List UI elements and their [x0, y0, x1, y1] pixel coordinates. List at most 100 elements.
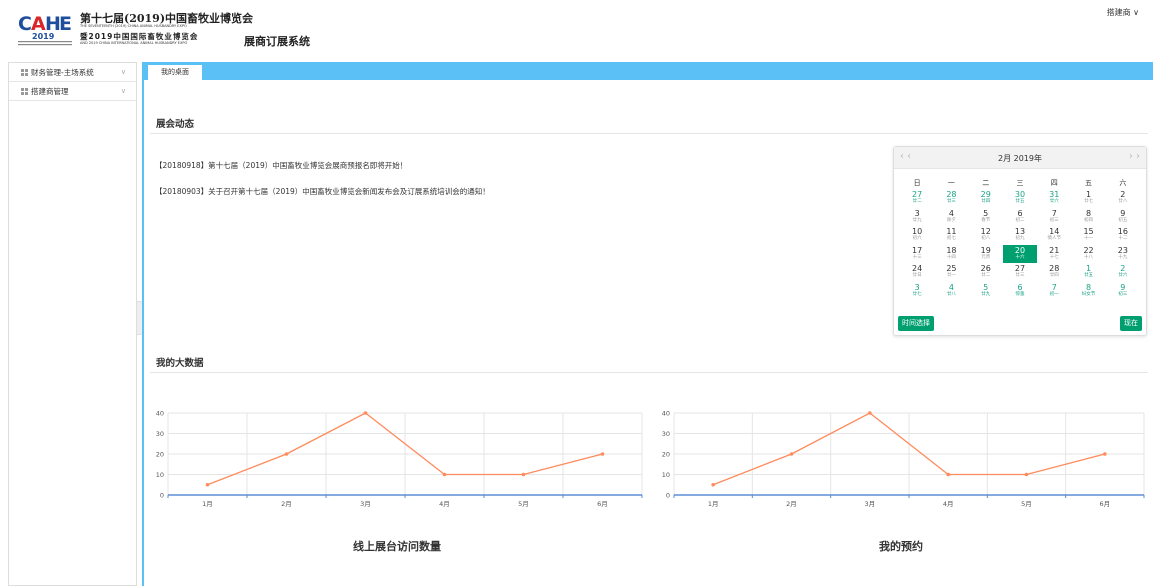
calendar-day[interactable]: 2 廿八	[1106, 189, 1140, 208]
calendar-day-number: 9	[1120, 208, 1126, 218]
calendar-day-number: 5	[983, 282, 989, 292]
calendar-lunar-label: 廿四	[1049, 273, 1059, 278]
calendar-day[interactable]: 27 廿二	[900, 189, 934, 208]
data-point	[1103, 452, 1107, 456]
calendar-day[interactable]: 30 廿五	[1003, 189, 1037, 208]
calendar-day-number: 26	[980, 264, 991, 273]
calendar-day[interactable]: 25 廿一	[934, 263, 968, 282]
calendar-day-number: 24	[912, 264, 923, 273]
calendar-day[interactable]: 28 廿三	[934, 189, 968, 208]
y-tick-label: 30	[662, 430, 670, 438]
calendar-month-title[interactable]: 2月 2019年	[998, 154, 1042, 163]
calendar-day[interactable]: 1 廿七	[1071, 189, 1105, 208]
calendar-lunar-label: 初四	[1084, 217, 1094, 223]
calendar-day[interactable]: 16 十二	[1106, 226, 1140, 245]
calendar-day[interactable]: 18 十四	[934, 245, 968, 264]
logo-subtitle-en: AND 2019 CHINA INTERNATIONAL ANIMAL HUSB…	[80, 41, 188, 45]
calendar-day-number: 17	[912, 245, 923, 255]
calendar-day-number: 1	[1086, 264, 1092, 273]
calendar-day-number: 25	[946, 264, 957, 273]
calendar-day[interactable]: 9 初三	[1106, 282, 1140, 301]
calendar-day[interactable]: 31 廿六	[1037, 189, 1071, 208]
calendar-day[interactable]: 24 廿日	[900, 263, 934, 282]
calendar-day-number: 2	[1120, 264, 1126, 273]
calendar-day[interactable]: 28 廿四	[1037, 263, 1071, 282]
calendar-day-number: 28	[946, 190, 957, 199]
calendar-lunar-label: 十六	[1015, 254, 1025, 260]
calendar-weekday: 三	[1016, 178, 1024, 187]
news-link[interactable]: 【20180918】第十七届（2019）中国畜牧业博览会展商预报名即将开始！	[155, 161, 408, 170]
calendar-day[interactable]: 4 廿八	[934, 282, 968, 301]
calendar-day[interactable]: 29 廿四	[969, 189, 1003, 208]
calendar-day[interactable]: 19 元宵	[969, 245, 1003, 264]
calendar-day-today[interactable]: 20 十六	[1002, 244, 1038, 263]
calendar-prev-icon[interactable]: ‹ ‹	[900, 151, 912, 162]
calendar-day[interactable]: 3 廿九	[900, 208, 934, 227]
calendar-day[interactable]: 26 廿二	[969, 263, 1003, 282]
calendar-weekday: 一	[947, 178, 955, 187]
calendar-day[interactable]: 7 初一	[1037, 282, 1071, 301]
sidebar-item-builder[interactable]: 搭建商管理 ∨	[9, 82, 136, 101]
calendar-lunar-label: 十三	[912, 254, 922, 260]
calendar-lunar-label: 妇女节	[1081, 291, 1096, 297]
calendar-next-icon[interactable]: › ›	[1128, 151, 1140, 162]
calendar-day[interactable]: 15 十一	[1071, 226, 1105, 245]
calendar-lunar-label: 廿五	[1084, 273, 1094, 278]
system-title: 展商订展系统	[244, 35, 310, 48]
svg-text:H: H	[45, 13, 61, 35]
tab-desktop[interactable]: 我的桌面	[148, 65, 202, 80]
calendar-day[interactable]: 8 初四	[1071, 208, 1105, 227]
calendar-day[interactable]: 1 廿五	[1071, 263, 1105, 282]
chart-caption: 线上展台访问数量	[353, 540, 441, 553]
calendar-lunar-label: 初八	[981, 236, 991, 241]
calendar-day[interactable]: 8 妇女节	[1071, 282, 1105, 301]
calendar-lunar-label: 十一	[1084, 236, 1094, 241]
calendar-day-number: 10	[912, 227, 923, 236]
y-tick-label: 40	[662, 410, 670, 418]
visits-line-chart: 0 10 20 30 40 1月 2月 3月 4月 5月 6月	[156, 410, 643, 508]
x-tick-label: 6月	[597, 500, 608, 508]
calendar-day[interactable]: 2 廿六	[1106, 263, 1140, 282]
calendar-day[interactable]: 7 初三	[1037, 208, 1071, 227]
calendar-day[interactable]: 10 初六	[900, 226, 934, 245]
calendar-day[interactable]: 22 十八	[1071, 245, 1105, 264]
calendar-day-number: 8	[1086, 208, 1092, 218]
calendar-day[interactable]: 9 初五	[1106, 208, 1140, 227]
calendar-day[interactable]: 5 春节	[969, 208, 1003, 227]
x-tick-label: 4月	[943, 500, 954, 508]
calendar-day[interactable]: 17 十三	[900, 245, 934, 264]
calendar-day[interactable]: 14 情人节	[1037, 226, 1071, 245]
calendar-weekday: 日	[913, 178, 921, 187]
news-link[interactable]: 【20180903】关于召开第十七届（2019）中国畜牧业博览会新闻发布会及订展…	[155, 187, 490, 196]
sidebar-item-finance[interactable]: 财务管理-主场系统 ∨	[9, 63, 136, 82]
calendar-day[interactable]: 6 惊蛰	[1003, 282, 1037, 301]
news-section-title: 展会动态	[156, 119, 195, 130]
calendar-lunar-label: 十四	[946, 254, 956, 260]
calendar-day[interactable]: 4 除夕	[934, 208, 968, 227]
calendar-day[interactable]: 21 十七	[1037, 245, 1071, 264]
calendar-day-number: 27	[912, 190, 923, 199]
calendar-day[interactable]: 6 初二	[1003, 208, 1037, 227]
calendar-lunar-label: 初五	[1118, 217, 1128, 223]
calendar-weekday: 五	[1085, 178, 1093, 187]
x-tick-label: 2月	[281, 500, 292, 508]
calendar-day-number: 4	[948, 208, 954, 218]
calendar-lunar-label: 初六	[912, 236, 922, 241]
calendar-day[interactable]: 3 廿七	[900, 282, 934, 301]
calendar-day[interactable]: 27 廿三	[1003, 263, 1037, 282]
calendar-day[interactable]: 5 廿九	[969, 282, 1003, 301]
calendar-day[interactable]: 13 初九	[1003, 226, 1037, 245]
chevron-down-icon: ∨	[120, 68, 126, 76]
calendar-day[interactable]: 11 初七	[934, 226, 968, 245]
x-tick-label: 1月	[708, 500, 719, 508]
calendar-day-number: 7	[1051, 282, 1057, 292]
time-select-button[interactable]: 时间选择	[898, 316, 934, 331]
calendar-lunar-label: 廿七	[1084, 199, 1094, 204]
user-menu[interactable]: 搭建商 ∨	[1106, 8, 1139, 17]
calendar-day[interactable]: 12 初八	[969, 226, 1003, 245]
sidebar: 财务管理-主场系统 ∨ 搭建商管理 ∨	[8, 62, 137, 586]
calendar-day[interactable]: 23 十九	[1106, 245, 1140, 264]
now-button[interactable]: 现在	[1120, 316, 1142, 331]
calendar-weekday: 六	[1119, 178, 1127, 187]
series-line	[207, 412, 603, 486]
